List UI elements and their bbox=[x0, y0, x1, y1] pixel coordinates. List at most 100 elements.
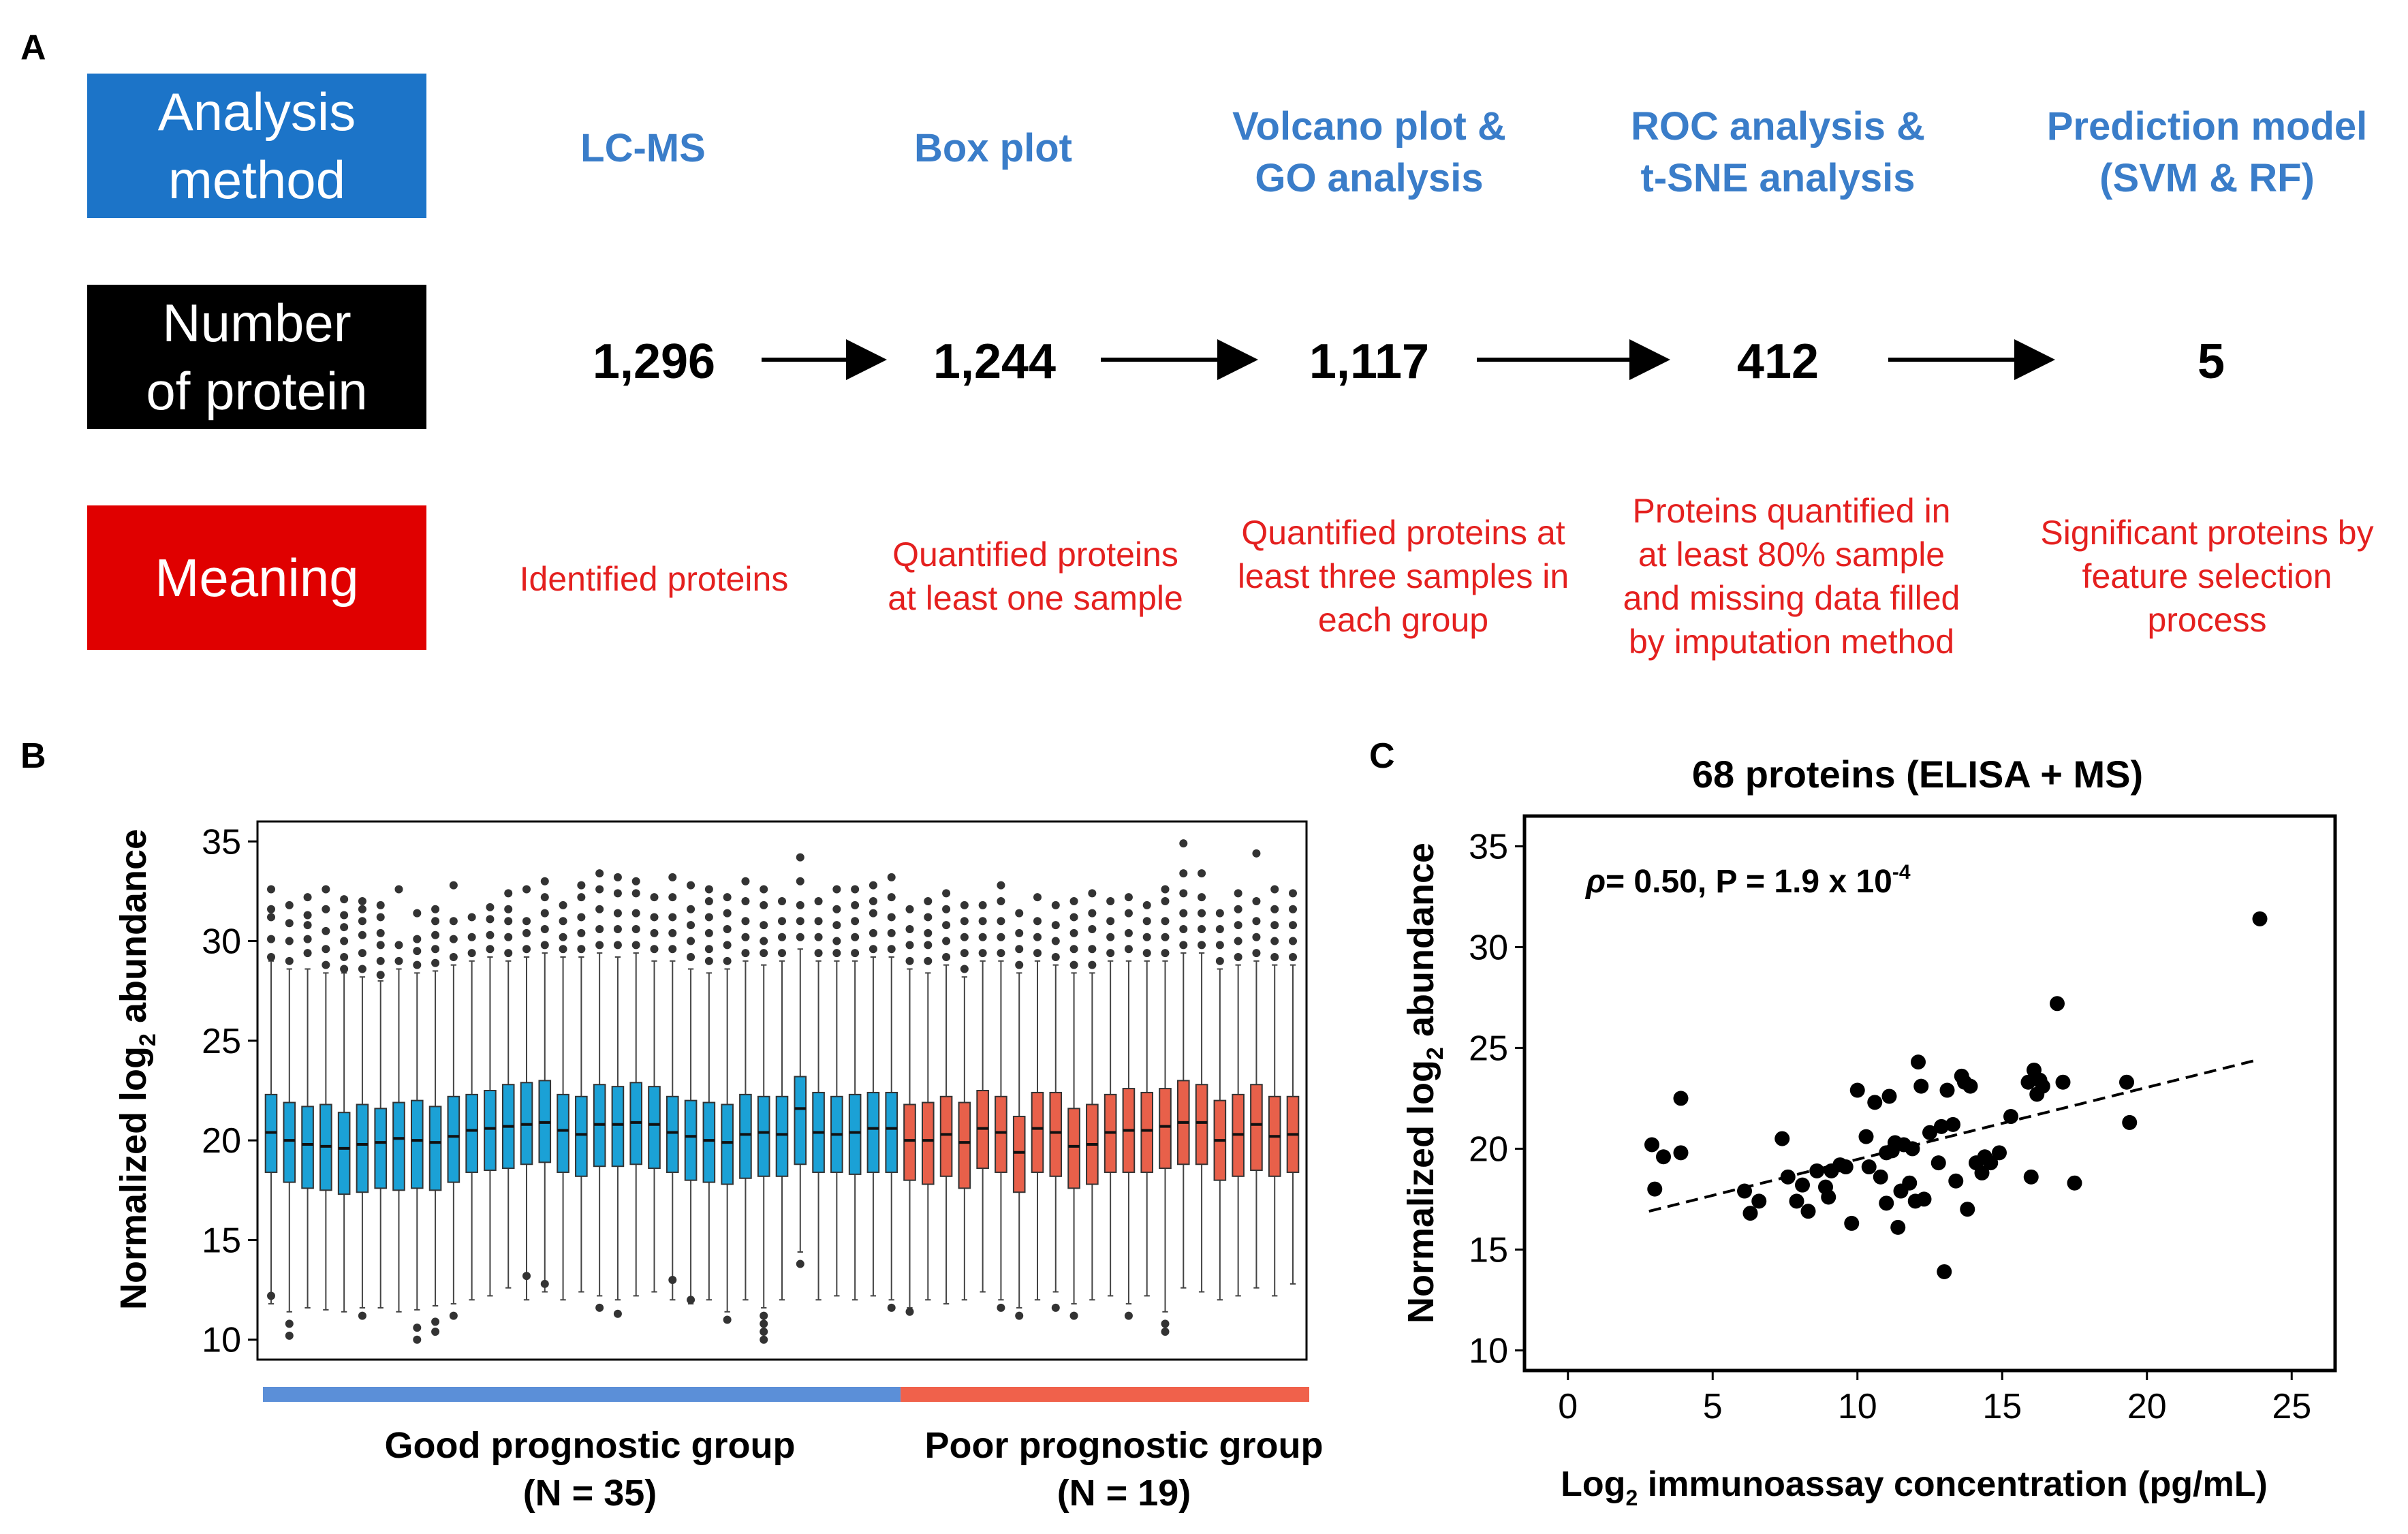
boxplot-outlier bbox=[832, 949, 841, 958]
boxplot-outlier bbox=[1069, 913, 1078, 922]
step3-method: Volcano plot & GO analysis bbox=[1232, 104, 1506, 200]
boxplot-outlier bbox=[997, 897, 1005, 906]
scatter-point bbox=[1911, 1054, 1926, 1070]
scatter-point bbox=[1800, 1204, 1816, 1219]
boxplot-outlier bbox=[668, 945, 677, 954]
scatter-point bbox=[1821, 1189, 1836, 1205]
boxplot-outlier bbox=[1124, 909, 1133, 918]
boxplot-outlier bbox=[960, 917, 969, 926]
analysis-method-line1: Analysis bbox=[157, 82, 356, 142]
boxplot-outlier bbox=[760, 1335, 768, 1344]
boxplot-outlier bbox=[978, 917, 987, 926]
boxplot-outlier bbox=[1270, 905, 1279, 913]
boxplot-outlier bbox=[796, 901, 804, 909]
boxplot-outlier bbox=[796, 853, 804, 862]
boxplot-outlier bbox=[431, 958, 440, 967]
boxplot-outlier bbox=[1051, 952, 1060, 961]
boxplot-outlier bbox=[1124, 928, 1133, 937]
scatter-point bbox=[2020, 1074, 2036, 1090]
boxplot-outlier bbox=[905, 925, 914, 933]
boxplot-box bbox=[885, 1091, 898, 1173]
good-group-bar bbox=[263, 1387, 901, 1402]
boxplot-outlier bbox=[1215, 925, 1224, 933]
boxplot-outlier bbox=[814, 917, 823, 926]
scatter-point bbox=[1902, 1175, 1918, 1191]
boxplot-outlier bbox=[1161, 917, 1170, 926]
boxplot-y-tick-label: 35 bbox=[202, 822, 241, 862]
boxplot-outlier bbox=[577, 893, 586, 902]
boxplot-box bbox=[684, 1099, 698, 1181]
boxplot-outlier bbox=[613, 925, 622, 933]
boxplot-outlier bbox=[595, 1303, 604, 1312]
number-of-protein-line2: of protein bbox=[146, 361, 368, 421]
boxplot-box bbox=[356, 1103, 369, 1193]
boxplot-outlier bbox=[322, 905, 330, 913]
scatter-point bbox=[1937, 1264, 1952, 1279]
step4-count: 412 bbox=[1736, 334, 1819, 389]
boxplot-outlier bbox=[449, 952, 458, 961]
scatter-point bbox=[1905, 1141, 1920, 1157]
boxplot-outlier bbox=[1234, 952, 1242, 961]
boxplot-outlier bbox=[905, 956, 914, 965]
boxplot-outlier bbox=[1069, 897, 1078, 906]
boxplot-outlier bbox=[467, 913, 476, 922]
boxplot-outlier bbox=[322, 960, 330, 969]
scatter-point bbox=[1922, 1125, 1937, 1140]
boxplot-outlier bbox=[704, 885, 713, 894]
good-group-name: Good prognostic group bbox=[385, 1425, 796, 1466]
boxplot-box bbox=[428, 1106, 442, 1191]
boxplot-outlier bbox=[1088, 925, 1097, 933]
boxplot-outlier bbox=[631, 889, 640, 898]
boxplot-outlier bbox=[760, 1319, 768, 1328]
boxplot-outlier bbox=[778, 897, 786, 906]
boxplot-box bbox=[484, 1090, 497, 1172]
scatter-point bbox=[2023, 1169, 2039, 1185]
boxplot-outlier bbox=[814, 933, 823, 941]
boxplot-outlier bbox=[449, 881, 458, 890]
boxplot-y-tick-label: 30 bbox=[202, 922, 241, 962]
boxplot-outlier bbox=[1106, 933, 1115, 941]
boxplot-outlier bbox=[960, 949, 969, 958]
boxplot-outlier bbox=[723, 1315, 732, 1324]
boxplot-outlier bbox=[997, 917, 1005, 926]
boxplot-outlier bbox=[285, 901, 294, 909]
scatter-point bbox=[1849, 1082, 1865, 1098]
boxplot-box bbox=[374, 1108, 388, 1189]
boxplot-outlier bbox=[924, 956, 933, 965]
boxplot-outlier bbox=[394, 885, 403, 894]
scatter-x-tick-label: 5 bbox=[1703, 1387, 1723, 1426]
boxplot-frame bbox=[256, 820, 1308, 1361]
boxplot-outlier bbox=[504, 949, 513, 958]
scatter-point bbox=[1789, 1193, 1804, 1209]
boxplot-outlier bbox=[522, 917, 531, 926]
boxplot-outlier bbox=[340, 965, 349, 973]
boxplot-outlier bbox=[1289, 921, 1297, 930]
scatter-point bbox=[1934, 1118, 1949, 1134]
scatter-point bbox=[1945, 1116, 1960, 1132]
boxplot-box bbox=[1250, 1084, 1263, 1172]
boxplot-outlier bbox=[1106, 949, 1115, 958]
boxplot-box bbox=[1159, 1088, 1172, 1170]
boxplot-outlier bbox=[832, 937, 841, 945]
boxplot-outlier bbox=[1051, 901, 1060, 909]
boxplot-outlier bbox=[322, 926, 330, 935]
boxplot-outlier bbox=[924, 928, 933, 937]
boxplot-outlier bbox=[1069, 928, 1078, 937]
boxplot-outlier bbox=[1124, 945, 1133, 954]
step3-count: 1,117 bbox=[1309, 334, 1430, 389]
boxplot-outlier bbox=[997, 1303, 1005, 1312]
boxplot-outlier bbox=[997, 933, 1005, 941]
boxplot-outlier bbox=[449, 935, 458, 943]
boxplot-outlier bbox=[467, 933, 476, 941]
boxplot-outlier bbox=[704, 897, 713, 906]
boxplot-outlier bbox=[1234, 905, 1242, 913]
boxplot-outlier bbox=[723, 909, 732, 918]
panel-a-letter: A bbox=[20, 28, 46, 67]
boxplot-y-tick-label: 20 bbox=[202, 1121, 241, 1161]
boxplot-box bbox=[392, 1101, 405, 1191]
boxplot-outlier bbox=[613, 941, 622, 950]
scatter-point bbox=[1913, 1078, 1929, 1094]
scatter-title: 68 proteins (ELISA + MS) bbox=[1692, 753, 2143, 796]
boxplot-outlier bbox=[431, 905, 440, 913]
step3-meaning: Quantified proteins at least three sampl… bbox=[1237, 514, 1569, 639]
